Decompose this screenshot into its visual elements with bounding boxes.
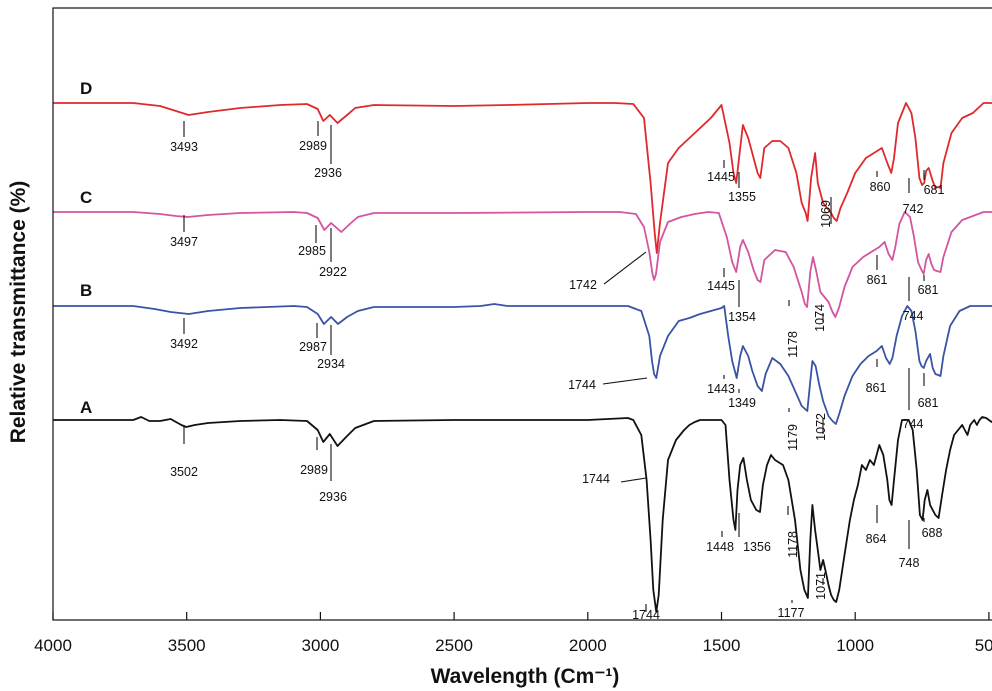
series-labels: D C B A (80, 79, 92, 417)
peak-label-d: 1742 (569, 278, 597, 292)
series-label-c: C (80, 188, 92, 207)
spectrum-line-c (53, 211, 992, 318)
peak-label-d: 2989 (299, 139, 327, 153)
peak-marker-d (603, 251, 647, 285)
peak-label-d: 1445 (707, 170, 735, 184)
peak-label-c: 2985 (298, 244, 326, 258)
series-label-b: B (80, 281, 92, 300)
peak-label-d: 860 (870, 180, 891, 194)
series-label-d: D (80, 79, 92, 98)
peak-label-c: 861 (867, 273, 888, 287)
peak-label-d: 1355 (728, 190, 756, 204)
x-tick-label: 1000 (836, 636, 874, 655)
peak-marker-c (602, 377, 648, 385)
peak-label-c: 3497 (170, 235, 198, 249)
x-tick-label: 2500 (435, 636, 473, 655)
peak-label-a: 1356 (743, 540, 771, 554)
peak-marker-b (620, 477, 647, 483)
peak-label-b: 681 (918, 396, 939, 410)
peak-label-c: 744 (903, 309, 924, 323)
peak-label-c: 1074 (813, 304, 827, 332)
x-axis-title: Wavelength (Cm⁻¹) (431, 665, 620, 688)
peak-label-d: 2936 (314, 166, 342, 180)
peak-label-c: 2922 (319, 265, 347, 279)
spectrum-line-b (53, 303, 992, 425)
x-tick-label: 2000 (569, 636, 607, 655)
x-tick-label: 1500 (703, 636, 741, 655)
peak-label-a: 1177 (778, 606, 805, 620)
series-label-a: A (80, 398, 92, 417)
peak-label-b: 1443 (707, 382, 735, 396)
peak-label-b: 1179 (786, 424, 800, 451)
spectra-lines (53, 102, 992, 613)
peak-label-d: 1069 (819, 200, 833, 228)
peak-label-b: 744 (903, 417, 924, 431)
x-tick-label: 3000 (301, 636, 339, 655)
plot-frame (52, 7, 992, 621)
spectrum-line-a (53, 416, 992, 613)
x-tick-label: 4000 (34, 636, 72, 655)
peak-label-b: 2934 (317, 357, 345, 371)
peak-label-a: 2936 (319, 490, 347, 504)
peak-label-b: 1349 (728, 396, 756, 410)
peak-label-c: 1178 (786, 331, 800, 358)
peak-label-a: 2989 (300, 463, 328, 477)
spectrum-line-d (53, 102, 992, 254)
peak-label-b: 3492 (170, 337, 198, 351)
peak-label-d: 742 (903, 202, 924, 216)
peak-label-b: 861 (866, 381, 887, 395)
peak-label-d: 681 (924, 183, 945, 197)
peak-label-a: 688 (922, 526, 943, 540)
peak-label-b: 1744 (582, 472, 610, 486)
peak-label-b: 1072 (814, 413, 828, 441)
peak-label-c: 1744 (568, 378, 596, 392)
peak-annotations: 3493 298929361742144513551069860742681349… (170, 121, 944, 622)
peak-label-b: 2987 (299, 340, 327, 354)
peak-label-a: 1448 (706, 540, 734, 554)
peak-label-a: 1071 (814, 572, 828, 600)
y-axis-title: Relative transmittance (%) (7, 181, 30, 444)
x-tick-label: 3500 (168, 636, 206, 655)
x-axis: 4000 3500 3000 2500 2000 1500 1000 500 (34, 612, 992, 655)
peak-label-a: 3502 (170, 465, 198, 479)
peak-label-c: 1354 (728, 310, 756, 324)
peak-label-a: 864 (866, 532, 887, 546)
x-tick-label: 500 (975, 636, 992, 655)
peak-label-a: 1744 (632, 608, 660, 622)
peak-label-c: 681 (918, 283, 939, 297)
peak-label-c: 1445 (707, 279, 735, 293)
peak-label-a: 1178 (786, 531, 800, 558)
peak-label-d: 3493 (170, 140, 198, 154)
peak-label-a: 748 (899, 556, 920, 570)
